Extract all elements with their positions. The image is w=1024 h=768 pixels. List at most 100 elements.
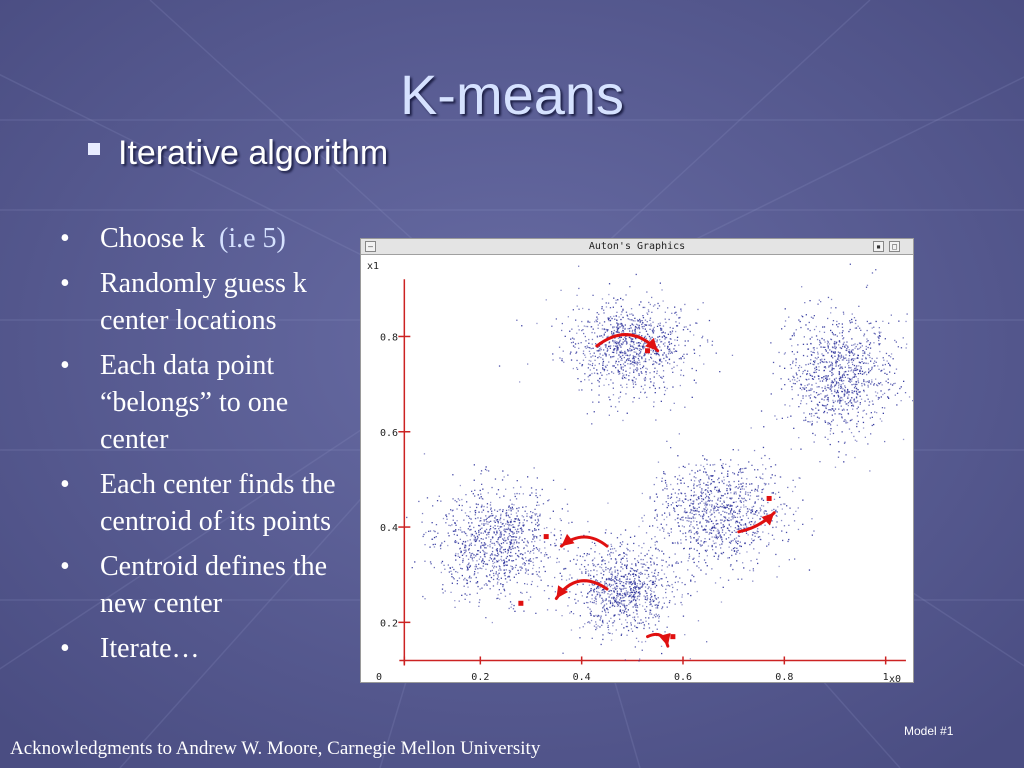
data-point <box>635 600 637 602</box>
data-point <box>740 468 742 470</box>
data-point <box>747 494 749 496</box>
data-point <box>531 580 533 583</box>
data-point <box>668 564 670 566</box>
x-tick-label: 0.8 <box>775 672 793 682</box>
data-point <box>705 573 707 575</box>
data-point <box>431 522 433 524</box>
data-point <box>582 352 585 355</box>
data-point <box>805 364 807 366</box>
data-point <box>618 331 620 334</box>
data-point <box>847 390 849 392</box>
data-point <box>638 555 640 557</box>
data-point <box>724 507 727 509</box>
data-point <box>654 594 656 597</box>
data-point <box>626 604 628 607</box>
data-point <box>676 505 678 507</box>
data-point <box>877 365 879 367</box>
data-point <box>448 571 450 573</box>
data-point <box>762 473 764 475</box>
data-point <box>508 569 510 572</box>
data-point <box>687 328 689 330</box>
data-point <box>713 527 716 529</box>
data-point <box>475 539 477 541</box>
data-point <box>591 594 593 596</box>
data-point <box>728 519 730 522</box>
window-maximize-icon[interactable]: □ <box>889 241 900 252</box>
data-point <box>638 592 640 594</box>
data-point <box>491 510 493 512</box>
data-point <box>616 601 618 603</box>
data-point <box>620 597 622 599</box>
data-point <box>621 557 623 559</box>
data-point <box>650 561 652 563</box>
data-point <box>654 616 657 618</box>
data-point <box>617 349 619 351</box>
data-point <box>791 345 793 347</box>
data-point <box>639 318 641 321</box>
data-point <box>616 350 618 352</box>
data-point <box>820 360 822 362</box>
data-point <box>615 367 617 369</box>
data-point <box>639 603 641 606</box>
data-point <box>628 359 630 361</box>
data-point <box>792 360 794 362</box>
data-point <box>631 630 634 632</box>
data-point <box>488 516 490 518</box>
data-point <box>591 331 593 334</box>
data-point <box>754 501 756 503</box>
data-point <box>878 339 880 342</box>
data-point <box>733 501 735 503</box>
data-point <box>655 509 657 511</box>
data-point <box>704 497 707 499</box>
data-point <box>455 530 457 532</box>
data-point <box>430 563 432 565</box>
data-point <box>602 607 604 609</box>
data-point <box>584 346 586 348</box>
data-point <box>657 336 659 338</box>
data-point <box>696 531 698 533</box>
data-point <box>440 547 442 550</box>
data-point <box>432 505 434 507</box>
data-point <box>857 411 859 413</box>
data-point <box>630 589 632 592</box>
data-point <box>846 359 848 361</box>
data-point <box>664 345 666 347</box>
data-point <box>882 357 884 359</box>
data-point <box>594 332 596 334</box>
data-point <box>727 527 729 529</box>
data-point <box>602 560 604 562</box>
data-point <box>721 541 724 543</box>
data-point <box>630 337 632 340</box>
data-point <box>607 611 609 614</box>
data-point <box>513 543 515 545</box>
data-point <box>634 355 636 358</box>
data-point <box>619 344 621 347</box>
data-point <box>608 293 610 296</box>
data-point <box>833 341 836 343</box>
data-point <box>697 527 699 530</box>
data-point <box>631 361 633 363</box>
data-point <box>621 386 623 388</box>
data-point <box>706 503 709 505</box>
data-point <box>596 312 598 314</box>
data-point <box>610 551 612 554</box>
data-point <box>847 402 850 404</box>
data-point <box>841 359 844 361</box>
data-point <box>638 525 640 528</box>
data-point <box>811 518 813 520</box>
window-minimize-icon[interactable]: ▪ <box>873 241 884 252</box>
data-point <box>659 360 661 362</box>
window-menu-icon[interactable]: – <box>365 241 376 252</box>
data-point <box>604 581 606 583</box>
data-point <box>757 490 759 492</box>
window-titlebar[interactable]: – Auton's Graphics ▪ □ <box>361 239 913 255</box>
data-point <box>625 294 627 296</box>
data-point <box>585 571 587 573</box>
data-point <box>825 380 827 382</box>
data-point <box>871 368 873 371</box>
data-point <box>852 405 855 407</box>
data-point <box>633 582 635 584</box>
data-point <box>672 386 674 388</box>
data-point <box>744 524 746 526</box>
data-point <box>610 567 612 569</box>
